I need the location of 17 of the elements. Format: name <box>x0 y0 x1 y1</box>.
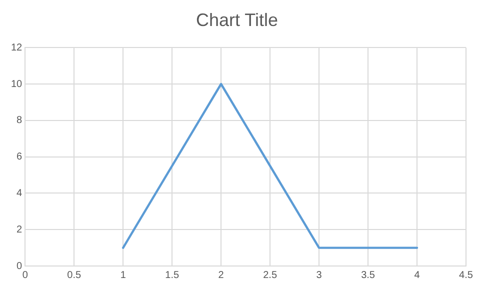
x-tick-label: 3 <box>316 270 322 281</box>
x-tick-label: 4.5 <box>459 270 474 281</box>
y-tick-label: 12 <box>11 42 23 54</box>
y-tick-label: 4 <box>16 188 23 199</box>
x-tick-label: 2.5 <box>263 270 278 281</box>
y-tick-label: 8 <box>16 115 23 126</box>
y-tick-label: 6 <box>16 152 23 163</box>
x-tick-label: 0.5 <box>67 270 82 281</box>
x-tick-label: 1.5 <box>165 270 180 281</box>
x-tick-label: 3.5 <box>361 270 376 281</box>
x-tick-label: 4 <box>414 270 420 281</box>
y-tick-label: 2 <box>16 224 23 236</box>
y-tick-label: 10 <box>11 78 23 90</box>
chart-title: Chart Title <box>196 10 278 30</box>
x-tick-label: 2 <box>218 270 224 281</box>
y-tick-label: 0 <box>16 260 23 272</box>
x-tick-label: 1 <box>120 270 126 281</box>
